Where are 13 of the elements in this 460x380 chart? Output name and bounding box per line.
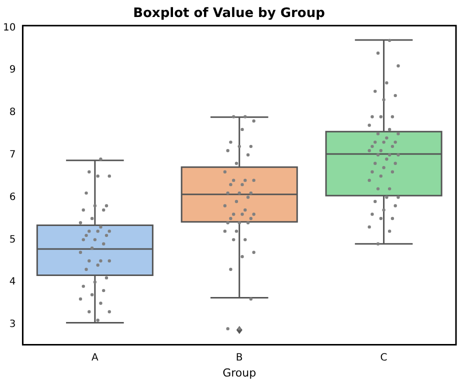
chart-title: Boxplot of Value by Group	[133, 6, 325, 22]
y-tick-label: 7	[9, 149, 16, 160]
y-tick-label: 6	[9, 192, 16, 203]
y-tick-label: 8	[9, 107, 16, 118]
y-tick-label: 5	[9, 234, 16, 246]
y-tick-label: 10	[2, 22, 16, 34]
x-tick-label: A	[92, 352, 99, 364]
x-axis-title: Group	[222, 366, 256, 380]
y-tick-label: 9	[9, 64, 16, 76]
x-tick-label: C	[380, 352, 388, 364]
x-tick-label: B	[236, 352, 243, 364]
y-tick-label: 3	[9, 319, 16, 330]
y-tick-label: 4	[9, 276, 16, 288]
